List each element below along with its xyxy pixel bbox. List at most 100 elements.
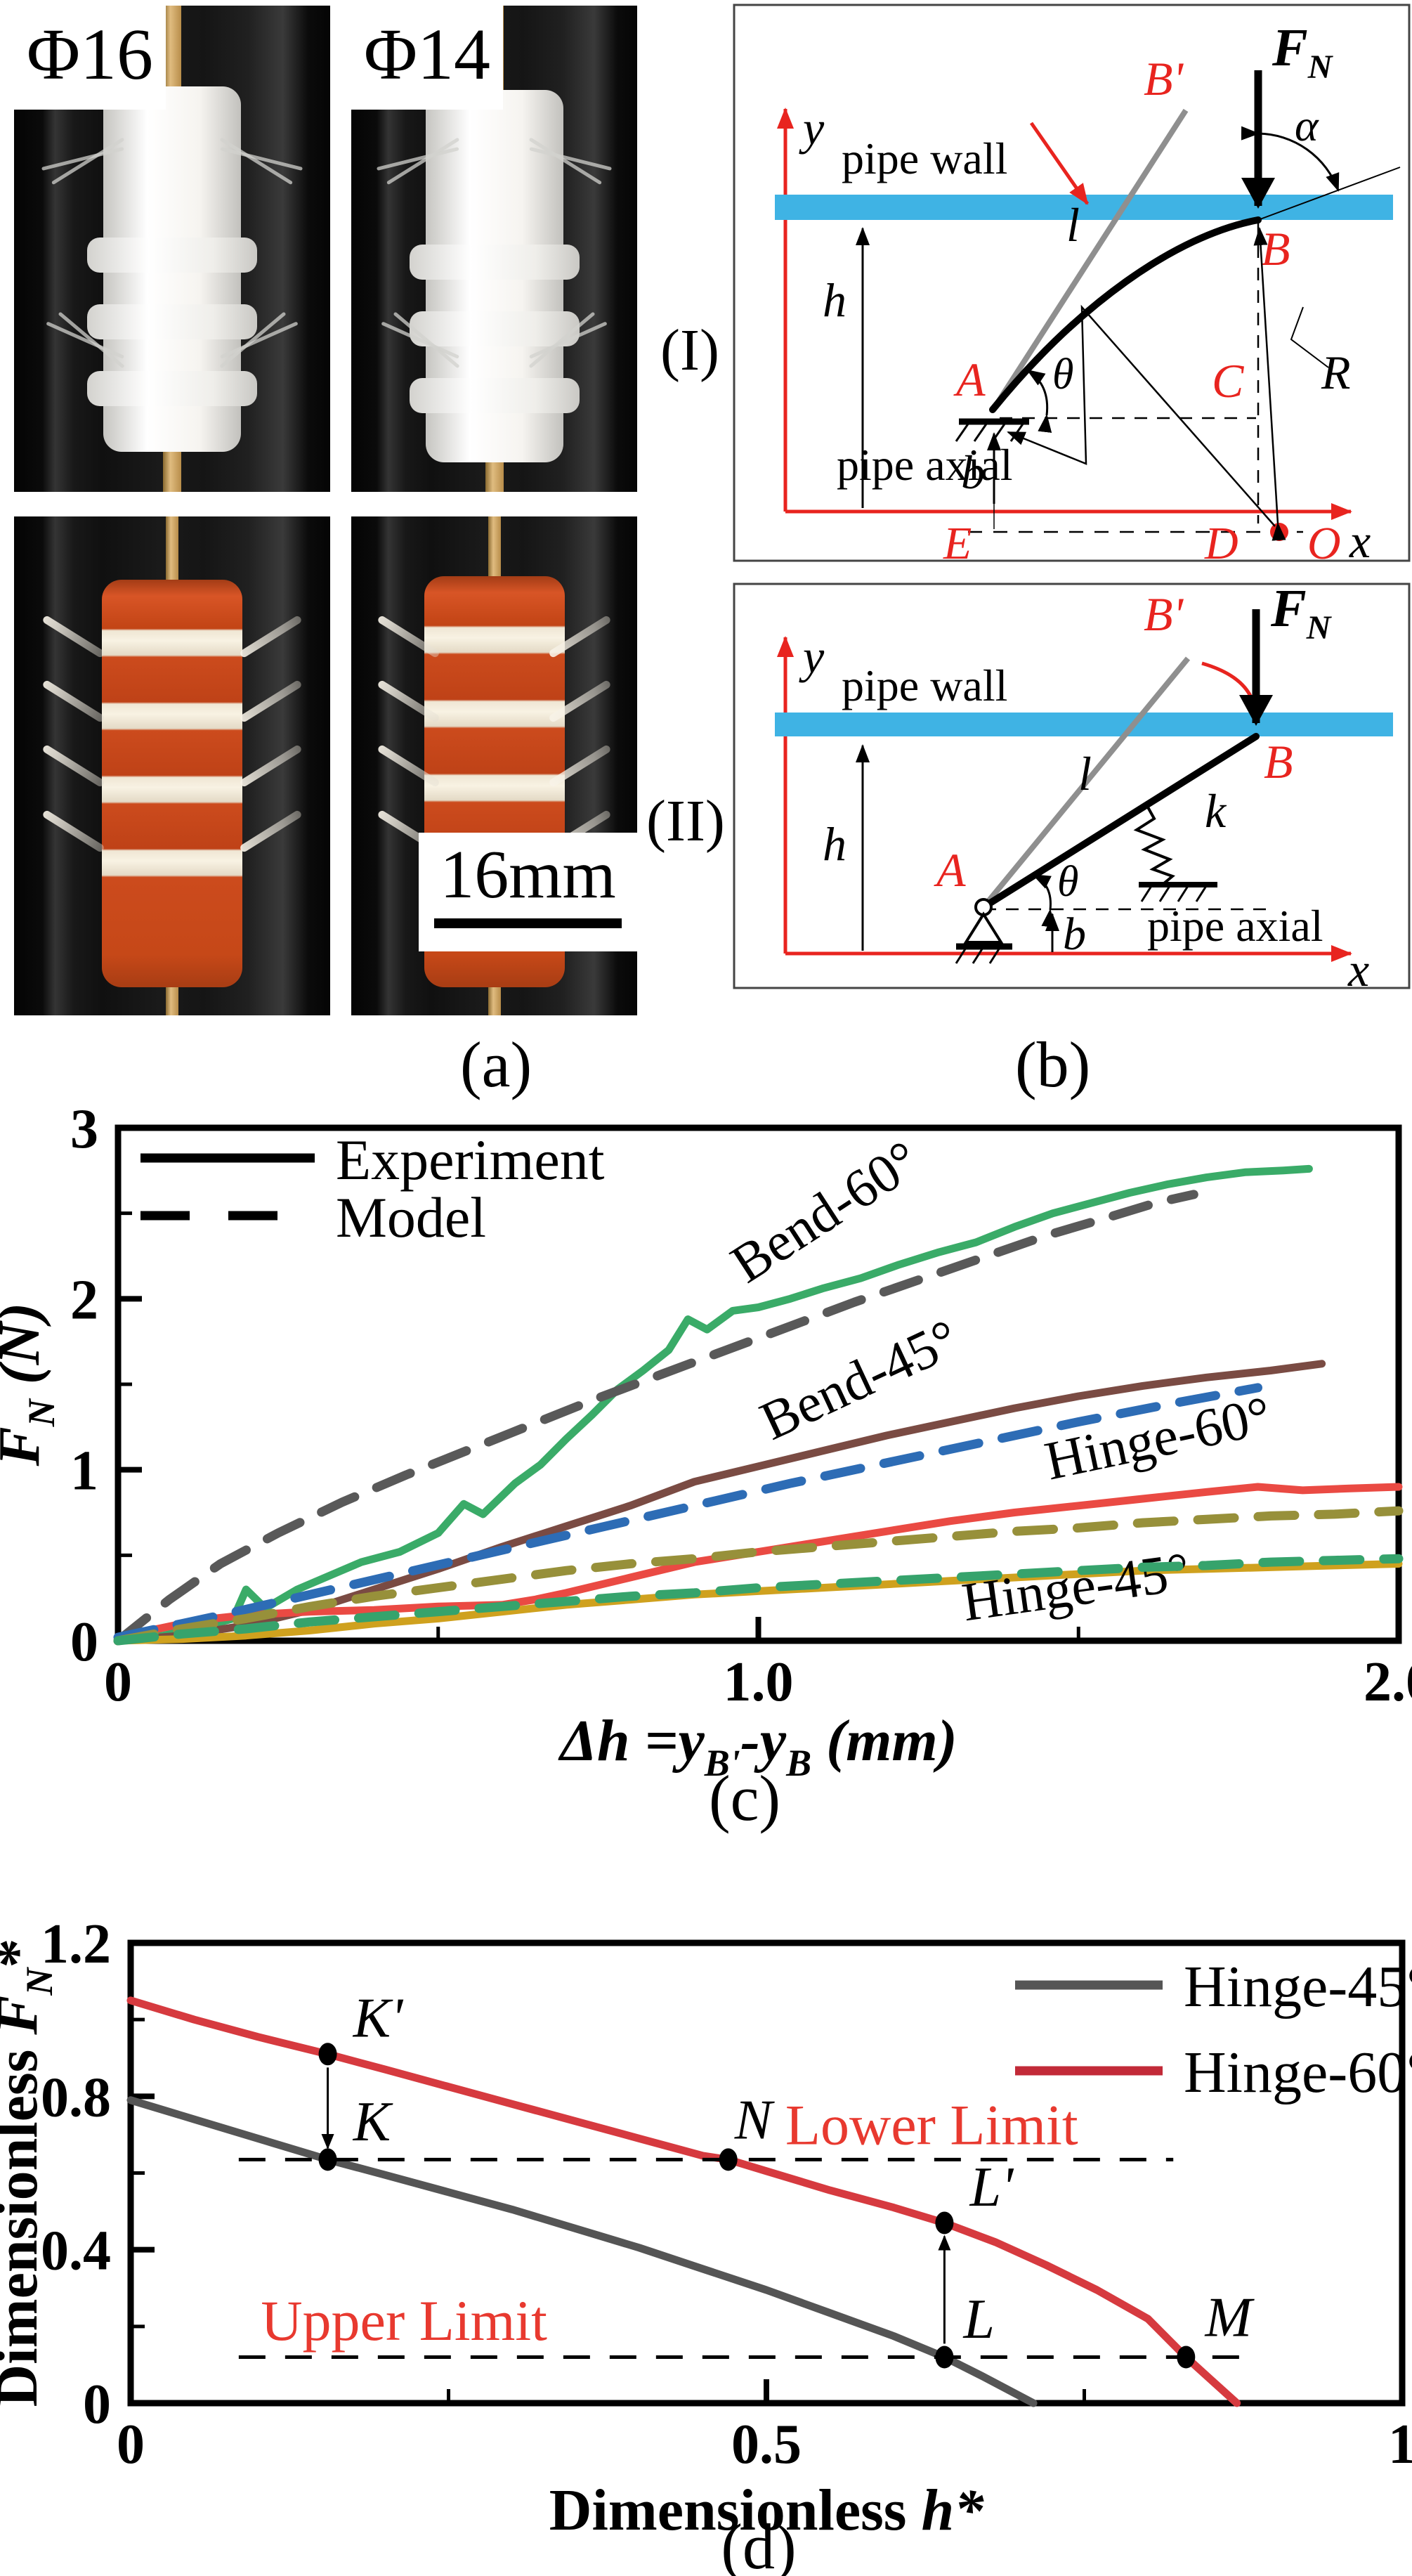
leg-initial-position: [981, 656, 1191, 909]
series-Bend-60° Experiment: [114, 1164, 1313, 1645]
bent-leg: [989, 216, 1262, 413]
b-label: b: [1063, 909, 1086, 960]
pin-triangle: [963, 911, 1004, 944]
pointer-arrow: [1029, 122, 1090, 205]
device-leg: [239, 614, 303, 658]
tangent-line: [1257, 167, 1401, 221]
h-label: h: [823, 817, 846, 871]
series-Hinge-60° Model: [113, 1506, 1404, 1646]
spring-ground-hatching: [1140, 885, 1208, 902]
device-leg: [41, 679, 105, 724]
pipe-wall-label: pipe wall: [842, 134, 1007, 183]
x-tick-label: 0.5: [731, 2414, 802, 2476]
l-label: l: [1078, 747, 1092, 800]
D-label: D: [1204, 518, 1238, 562]
B-prime-label: B': [1144, 587, 1184, 641]
pipe-axial-label: pipe axial: [837, 440, 1013, 490]
B-prime-label: B': [1144, 52, 1184, 105]
y-tick-label: 1: [70, 1440, 98, 1502]
device-flange: [87, 304, 257, 339]
theta-arc: [1032, 873, 1056, 928]
diagram2-tag: (II): [646, 788, 725, 854]
pipe-axial-label: pipe axial: [1147, 901, 1323, 951]
scale-bar: [433, 918, 622, 928]
point-K': [318, 2043, 337, 2066]
caption-b: (b): [1015, 1029, 1091, 1100]
alpha-label: α: [1295, 100, 1319, 150]
red-device-body: [102, 580, 242, 987]
limit-label: Upper Limit: [261, 2289, 547, 2353]
x-axis-title: Δh =yB'-yB (mm): [558, 1708, 957, 1784]
legend-label-experiment: Experiment: [336, 1128, 605, 1192]
series-Bend-60° Model: [113, 1190, 1198, 1646]
R-label: R: [1321, 346, 1351, 399]
y-axis-label: y: [799, 101, 825, 155]
y-tick-label: 3: [70, 1098, 98, 1160]
curve-label: Hinge-45°: [958, 1540, 1194, 1632]
force-FN-label: FN: [1272, 18, 1334, 86]
legend-label-hinge45: Hinge-45°: [1184, 1954, 1412, 2019]
O-label: O: [1307, 518, 1341, 562]
device-leg: [41, 614, 105, 658]
y-tick-label: 0.4: [41, 2220, 111, 2282]
x-tick-label: 1.0: [724, 1651, 794, 1713]
diagram1-tag: (I): [660, 318, 719, 383]
series-Hinge-45°: [126, 2096, 1038, 2407]
point-label-L: L: [963, 2289, 995, 2350]
B-label: B: [1264, 735, 1293, 788]
x-tick-label: 0: [117, 2414, 145, 2476]
chart-d: 0 0.5 1 0 0.4 0.8 1.2 Lower Limit Upper Limit K' K…: [0, 1913, 1412, 2576]
point-label-N: N: [734, 2089, 776, 2151]
device-leg: [239, 744, 303, 788]
A-label: A: [953, 353, 986, 406]
point-label-L': L': [969, 2157, 1014, 2218]
device-leg: [239, 679, 303, 724]
b-label: b: [961, 445, 985, 499]
chart-c: 01.02.00123Bend-60°Bend-45°Hinge-60°Hing…: [0, 1098, 1412, 1834]
device-flange: [87, 238, 257, 273]
scale-bar-box: 16mm: [419, 833, 637, 951]
point-N: [719, 2148, 738, 2171]
x-tick-label: 0: [104, 1651, 132, 1713]
pipe-wall-label: pipe wall: [842, 661, 1007, 710]
caption-d: (d): [721, 2511, 796, 2576]
point-label-K: K: [353, 2091, 393, 2153]
theta-arc: [1026, 369, 1052, 433]
diameter-label-phi16: Φ16: [14, 6, 166, 110]
diagram2-border: [733, 583, 1411, 989]
y-tick-label: 0: [83, 2374, 111, 2435]
x-tick-label: 1: [1388, 2414, 1412, 2476]
h-label: h: [823, 273, 846, 327]
x-axis-label: x: [1347, 943, 1369, 989]
y-axis-label: y: [799, 630, 825, 683]
leg-initial-position: [991, 108, 1189, 410]
device-leg: [41, 809, 105, 853]
rigid-leg: [980, 733, 1260, 911]
device-flange: [409, 245, 580, 280]
x-tick-label: 2.0: [1364, 1651, 1412, 1713]
device-flange: [409, 311, 580, 346]
caption-a: (a): [460, 1029, 532, 1100]
caption-c: (c): [709, 1762, 780, 1834]
y-axis-title: FN (N): [0, 1303, 63, 1467]
spring: [1133, 805, 1175, 885]
point-L': [935, 2211, 954, 2235]
A-label: A: [934, 843, 966, 897]
legend: Experiment Model: [140, 1128, 605, 1249]
theta-label: θ: [1057, 858, 1078, 906]
point-label-M: M: [1204, 2286, 1255, 2348]
point-M: [1177, 2346, 1196, 2369]
photo-phi16-straight: [14, 6, 330, 492]
device-leg: [239, 809, 303, 853]
C-label: C: [1212, 354, 1244, 408]
device-leg: [41, 744, 105, 788]
E-label: E: [943, 518, 972, 562]
theta-label: θ: [1052, 351, 1073, 398]
k-label: k: [1205, 784, 1227, 838]
device-flange: [87, 371, 257, 406]
y-tick-label: 0.8: [41, 2067, 111, 2128]
device-flange: [409, 378, 580, 413]
point-label-K': K': [353, 1988, 404, 2050]
y-axis-title: Dimensionless FN*: [0, 1939, 60, 2407]
